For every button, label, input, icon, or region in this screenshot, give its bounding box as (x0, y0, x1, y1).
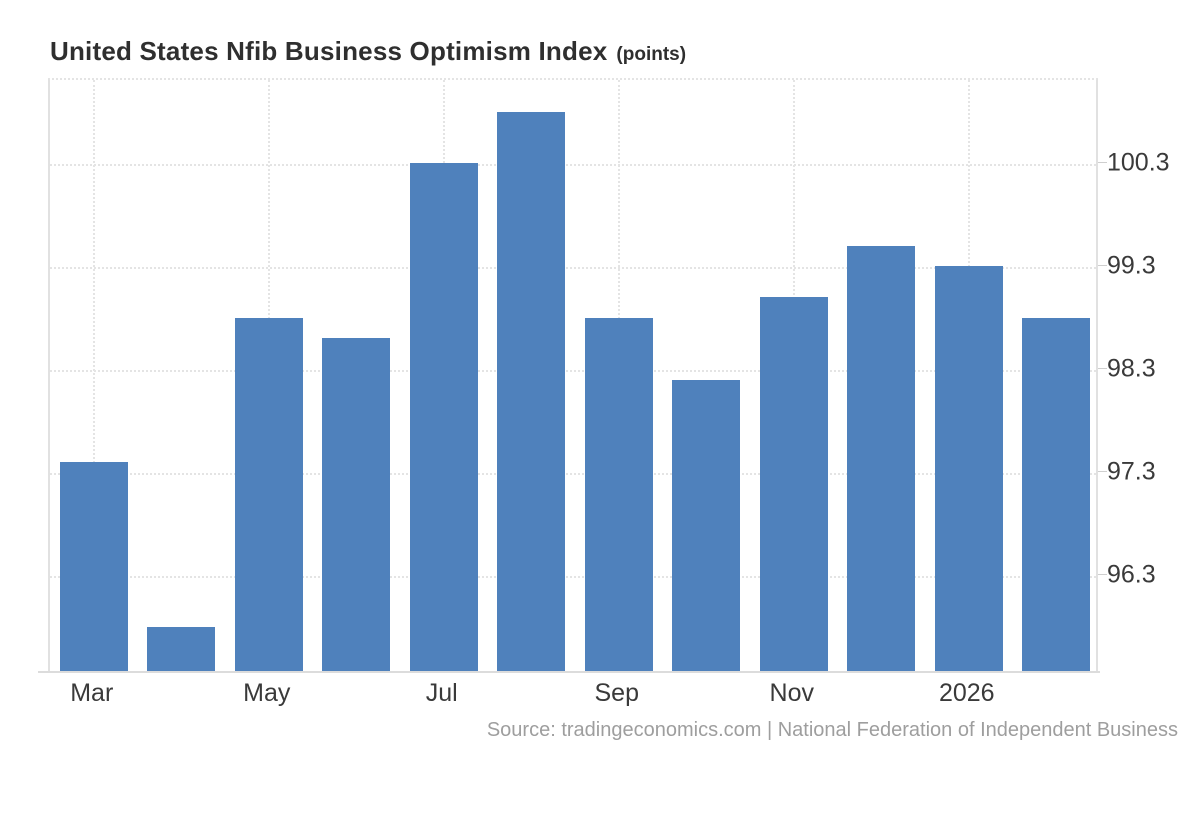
y-tick-label: 98.3 (1107, 354, 1156, 383)
x-tick-label: 2026 (938, 679, 995, 707)
gridline-horizontal (50, 576, 1096, 579)
source-attribution: Source: tradingeconomics.com | National … (486, 719, 1178, 741)
bar-jul[interactable] (409, 163, 478, 671)
x-tick-label: Mar (70, 679, 114, 707)
bar-feb-2026[interactable] (1022, 317, 1091, 671)
bar-may[interactable] (234, 317, 303, 671)
plot-area (48, 78, 1098, 671)
bar-jun[interactable] (322, 338, 391, 671)
bar-jan-2026[interactable] (934, 266, 1003, 671)
chart-title-unit: (points) (616, 44, 687, 65)
gridline-vertical (92, 80, 95, 671)
bar-dec[interactable] (847, 245, 916, 671)
y-tick-label: 97.3 (1107, 457, 1156, 486)
chart-title-text: United States Nfib Business Optimism Ind… (50, 36, 608, 66)
x-tick-label: Sep (594, 679, 639, 707)
x-tick-label: Nov (769, 679, 814, 707)
y-tick-label: 99.3 (1107, 251, 1156, 280)
chart-title: United States Nfib Business Optimism Ind… (50, 36, 686, 67)
y-axis-tick (1098, 574, 1107, 576)
y-tick-label: 100.3 (1107, 148, 1170, 177)
y-axis-tick (1098, 265, 1107, 267)
x-tick-label: May (243, 679, 291, 707)
bar-mar[interactable] (59, 462, 128, 671)
y-axis-tick (1098, 368, 1107, 370)
gridline-horizontal (50, 370, 1096, 373)
x-tick-label: Jul (425, 679, 458, 707)
x-axis-line (38, 671, 1100, 673)
bar-oct[interactable] (672, 379, 741, 671)
bar-sep[interactable] (584, 317, 653, 671)
gridline-horizontal (50, 473, 1096, 476)
gridline-horizontal (50, 164, 1096, 167)
bar-apr[interactable] (147, 626, 216, 671)
y-axis-tick (1098, 471, 1107, 473)
gridline-horizontal (50, 267, 1096, 270)
bar-nov[interactable] (759, 297, 828, 671)
bar-aug[interactable] (497, 111, 566, 671)
y-axis-tick (1098, 162, 1107, 164)
y-tick-label: 96.3 (1107, 560, 1156, 589)
